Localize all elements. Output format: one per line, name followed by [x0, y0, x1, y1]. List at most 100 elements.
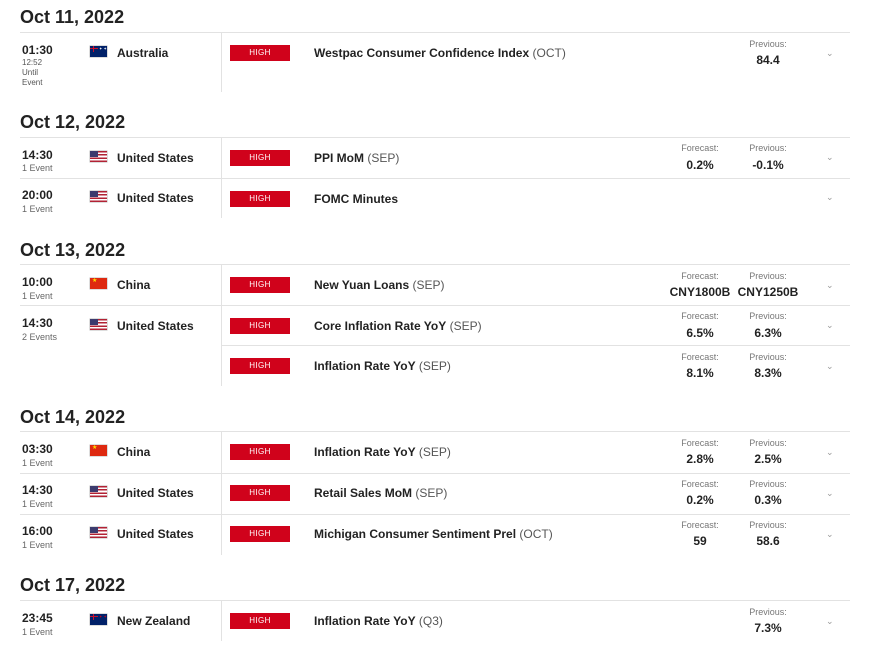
events-count: 1 Event	[22, 163, 53, 173]
previous-label: Previous:	[749, 39, 787, 49]
flag-new-zealand-icon	[90, 614, 107, 625]
date-heading: Oct 12, 2022	[20, 112, 126, 132]
event-title[interactable]: Core Inflation Rate YoY (SEP)	[314, 319, 482, 333]
previous-label: Previous:	[749, 438, 787, 448]
previous-label: Previous:	[749, 607, 787, 617]
event-title[interactable]: PPI MoM (SEP)	[314, 151, 400, 165]
impact-badge: HIGH	[230, 191, 290, 207]
divider	[221, 33, 222, 92]
flag-china-icon	[90, 445, 107, 456]
event-time: 23:45	[22, 611, 53, 625]
event-title[interactable]: Inflation Rate YoY (SEP)	[314, 445, 451, 459]
divider	[20, 137, 850, 138]
flag-united-states-icon	[90, 319, 107, 330]
previous-label: Previous:	[749, 271, 787, 281]
divider	[20, 600, 850, 601]
divider	[20, 264, 850, 265]
flag-australia-icon	[90, 46, 107, 57]
events-count: 1 Event	[22, 204, 53, 214]
previous-value: 2.5%	[754, 452, 782, 466]
date-heading: Oct 17, 2022	[20, 575, 126, 595]
event-title[interactable]: Inflation Rate YoY (Q3)	[314, 614, 443, 628]
previous-label: Previous:	[749, 352, 787, 362]
event-title[interactable]: Inflation Rate YoY (SEP)	[314, 359, 451, 373]
event-time: 01:30	[22, 43, 53, 57]
event-title[interactable]: Westpac Consumer Confidence Index (OCT)	[314, 46, 566, 60]
country-name: United States	[117, 191, 194, 205]
forecast-value: 0.2%	[686, 158, 714, 172]
flag-china-icon	[90, 278, 107, 289]
forecast-label: Forecast:	[681, 352, 719, 362]
chevron-down-icon[interactable]: ⌄	[826, 48, 834, 58]
date-heading: Oct 11, 2022	[20, 7, 125, 27]
event-time: 03:30	[22, 442, 53, 456]
date-heading: Oct 14, 2022	[20, 407, 126, 427]
divider	[221, 265, 222, 386]
country-name: New Zealand	[117, 614, 191, 628]
chevron-down-icon[interactable]: ⌄	[826, 192, 834, 202]
country-name: United States	[117, 319, 194, 333]
impact-badge: HIGH	[230, 277, 290, 293]
previous-label: Previous:	[749, 311, 787, 321]
chevron-down-icon[interactable]: ⌄	[826, 280, 834, 290]
previous-label: Previous:	[749, 520, 787, 530]
country-name: United States	[117, 486, 194, 500]
divider	[20, 32, 850, 33]
previous-value: 7.3%	[754, 621, 782, 635]
divider	[20, 473, 850, 474]
country-name: United States	[117, 151, 194, 165]
impact-badge: HIGH	[230, 444, 290, 460]
events-count: 1 Event	[22, 458, 53, 468]
events-count: 1 Event	[22, 499, 53, 509]
forecast-label: Forecast:	[681, 311, 719, 321]
chevron-down-icon[interactable]: ⌄	[826, 488, 834, 498]
event-time: 14:30	[22, 316, 53, 330]
event-title[interactable]: FOMC Minutes	[314, 192, 398, 206]
forecast-label: Forecast:	[681, 143, 719, 153]
forecast-value: 2.8%	[686, 452, 714, 466]
country-name: United States	[117, 527, 194, 541]
impact-badge: HIGH	[230, 318, 290, 334]
event-title[interactable]: Michigan Consumer Sentiment Prel (OCT)	[314, 527, 553, 541]
forecast-value: 0.2%	[686, 493, 714, 507]
chevron-down-icon[interactable]: ⌄	[826, 529, 834, 539]
event-title[interactable]: Retail Sales MoM (SEP)	[314, 486, 448, 500]
previous-value: 58.6	[756, 534, 780, 548]
forecast-label: Forecast:	[681, 438, 719, 448]
previous-value: 8.3%	[754, 366, 782, 380]
forecast-value: 6.5%	[686, 326, 714, 340]
previous-value: -0.1%	[752, 158, 784, 172]
chevron-down-icon[interactable]: ⌄	[826, 447, 834, 457]
previous-value: CNY1250B	[737, 285, 799, 299]
divider	[20, 178, 850, 179]
flag-united-states-icon	[90, 527, 107, 538]
flag-united-states-icon	[90, 191, 107, 202]
flag-united-states-icon	[90, 486, 107, 497]
chevron-down-icon[interactable]: ⌄	[826, 616, 834, 626]
forecast-label: Forecast:	[681, 520, 719, 530]
event-time: 16:00	[22, 524, 53, 538]
chevron-down-icon[interactable]: ⌄	[826, 152, 834, 162]
previous-label: Previous:	[749, 479, 787, 489]
forecast-value: 8.1%	[686, 366, 714, 380]
previous-value: 6.3%	[754, 326, 782, 340]
impact-badge: HIGH	[230, 613, 290, 629]
forecast-value: 59	[693, 534, 707, 548]
previous-label: Previous:	[749, 143, 787, 153]
chevron-down-icon[interactable]: ⌄	[826, 320, 834, 330]
country-name: China	[117, 278, 151, 292]
divider	[221, 432, 222, 555]
event-time: 14:30	[22, 483, 53, 497]
divider	[20, 431, 850, 432]
forecast-label: Forecast:	[681, 479, 719, 489]
impact-badge: HIGH	[230, 150, 290, 166]
forecast-label: Forecast:	[681, 271, 719, 281]
forecast-value: CNY1800B	[669, 285, 731, 299]
impact-badge: HIGH	[230, 485, 290, 501]
date-heading: Oct 13, 2022	[20, 240, 126, 260]
event-time: 10:00	[22, 275, 53, 289]
events-count: 2 Events	[22, 332, 58, 342]
event-title[interactable]: New Yuan Loans (SEP)	[314, 278, 445, 292]
chevron-down-icon[interactable]: ⌄	[826, 361, 834, 371]
divider	[20, 514, 850, 515]
